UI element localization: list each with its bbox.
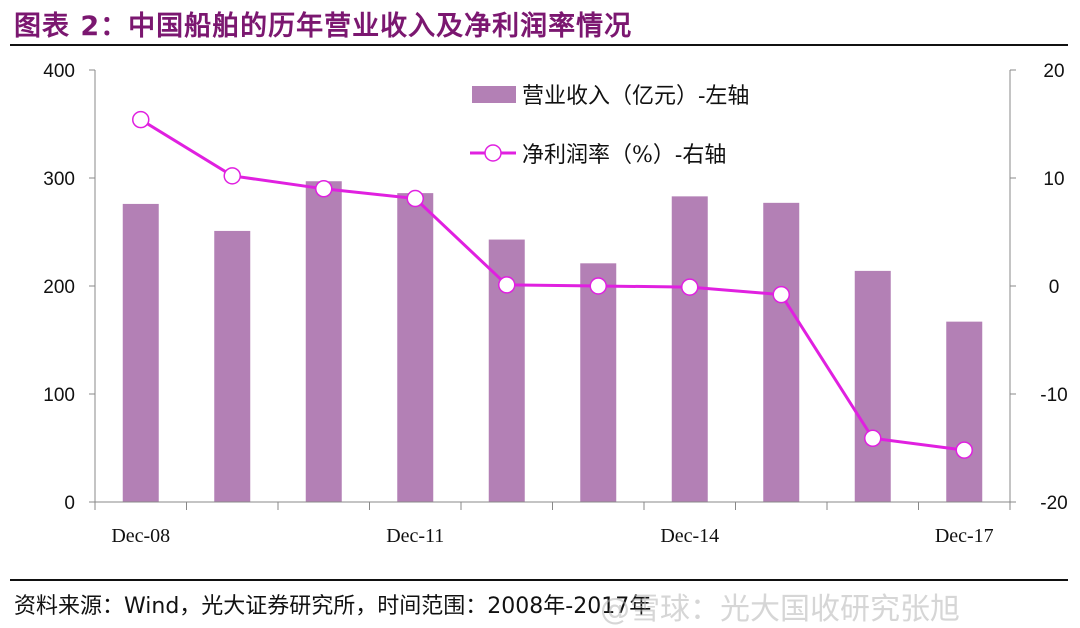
line-point bbox=[864, 429, 882, 448]
footer-divider bbox=[10, 579, 1068, 581]
bar bbox=[214, 230, 251, 503]
bar bbox=[763, 202, 800, 502]
bar bbox=[671, 196, 708, 503]
left-tick-label: 100 bbox=[43, 385, 75, 406]
left-tick-label: 200 bbox=[43, 277, 75, 298]
line-point bbox=[955, 441, 973, 459]
legend-line-label: 净利润率（%）-右轴 bbox=[522, 143, 726, 168]
bar bbox=[854, 270, 891, 502]
title-divider bbox=[10, 44, 1068, 46]
line-series bbox=[139, 118, 965, 452]
source-note: 资料来源：Wind，光大证券研究所，时间范围：2008年-2017年 bbox=[14, 594, 652, 619]
x-tick-label: Dec-14 bbox=[660, 525, 719, 547]
x-tick-label: Dec-08 bbox=[111, 525, 170, 547]
line-point bbox=[498, 276, 516, 294]
chart: 0 100 200 300 400 -20 -10 0 10 20 Dec-08 Dec-11 Dec-… bbox=[43, 61, 1067, 547]
line-point bbox=[132, 110, 150, 129]
line-point bbox=[315, 180, 333, 198]
bar bbox=[305, 181, 342, 503]
legend-bar-label: 营业收入（亿元）-左轴 bbox=[522, 84, 749, 109]
line-point bbox=[681, 278, 699, 296]
right-tick-label: 10 bbox=[1043, 169, 1064, 190]
line-point bbox=[772, 285, 790, 304]
right-tick-label: 0 bbox=[1049, 277, 1060, 298]
left-tick-label: 400 bbox=[43, 61, 75, 82]
chart-title: 图表 2：中国船舶的历年营业收入及净利润率情况 bbox=[14, 11, 633, 42]
legend-line-marker bbox=[484, 144, 502, 162]
left-tick-label: 300 bbox=[43, 169, 75, 190]
bar bbox=[580, 263, 617, 502]
x-tick-label: Dec-11 bbox=[386, 525, 444, 547]
line-point bbox=[406, 189, 424, 208]
line-point bbox=[589, 277, 607, 295]
bar bbox=[122, 203, 159, 503]
bar bbox=[397, 193, 434, 502]
left-tick-label: 0 bbox=[64, 493, 75, 514]
right-tick-label: 20 bbox=[1043, 61, 1064, 82]
watermark: @雪球：光大国收研究张旭 bbox=[600, 592, 960, 627]
right-tick-label: -20 bbox=[1040, 493, 1067, 514]
line-point bbox=[223, 167, 241, 185]
bar bbox=[946, 321, 983, 502]
x-tick-label: Dec-17 bbox=[935, 525, 994, 547]
legend-bar-swatch bbox=[472, 86, 516, 103]
right-tick-label: -10 bbox=[1040, 385, 1067, 406]
